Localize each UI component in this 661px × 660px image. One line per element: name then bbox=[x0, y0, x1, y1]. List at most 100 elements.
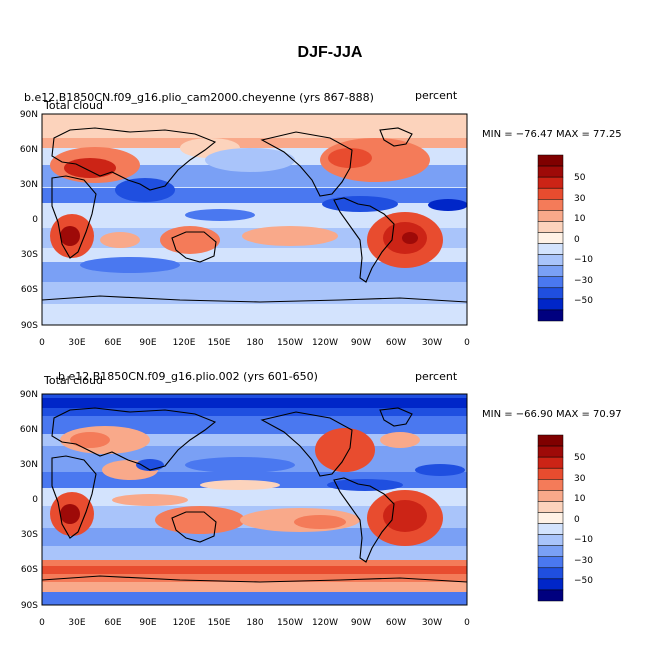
colorbar-swatch bbox=[537, 501, 564, 513]
panel-2-lon-axis: 0 30E 60E 90E 120E 150E 180 150W 120W 90… bbox=[39, 618, 470, 628]
colorbar-swatch bbox=[537, 243, 564, 255]
lat-tick-label: 60S bbox=[21, 285, 38, 295]
panel-2-field bbox=[42, 394, 467, 605]
lon-tick-label: 60W bbox=[386, 618, 406, 628]
colorbar-swatch bbox=[537, 578, 564, 591]
colorbar-swatch bbox=[537, 456, 564, 469]
colorbar-swatch bbox=[537, 199, 564, 211]
panel-2-stats: MIN = −66.90 MAX = 70.97 bbox=[482, 409, 622, 420]
lon-tick-label: 0 bbox=[39, 618, 45, 628]
colorbar-label: 50 bbox=[574, 173, 586, 183]
colorbar-swatch bbox=[537, 176, 564, 189]
colorbar-swatch bbox=[537, 556, 564, 569]
panel-1-case-label: b.e12.B1850CN.f09_g16.plio_cam2000.cheye… bbox=[24, 91, 374, 104]
colorbar-label: 50 bbox=[574, 453, 586, 463]
lat-tick-label: 30S bbox=[21, 250, 38, 260]
lat-tick-label: 60N bbox=[20, 425, 38, 435]
colorbar-label: −30 bbox=[574, 276, 593, 286]
lon-tick-label: 30W bbox=[422, 618, 442, 628]
colorbar-label: −10 bbox=[574, 255, 593, 265]
lon-tick-label: 60E bbox=[104, 618, 121, 628]
lon-tick-label: 30W bbox=[422, 338, 442, 348]
panel-2-frame bbox=[41, 393, 468, 606]
lat-tick-label: 0 bbox=[32, 215, 38, 225]
colorbar-label: 30 bbox=[574, 474, 586, 484]
lon-tick-label: 120E bbox=[173, 338, 196, 348]
panel-1-stats: MIN = −76.47 MAX = 77.25 bbox=[482, 129, 622, 140]
panel-1-units-label: percent bbox=[415, 89, 458, 102]
lon-tick-label: 180 bbox=[246, 618, 263, 628]
colorbar-swatch bbox=[537, 512, 564, 524]
colorbar-swatch bbox=[537, 165, 564, 178]
panel-2: 90N 60N 30N 0 30S 60S 90S 0 30E 60E 90E … bbox=[20, 370, 622, 628]
panel-1-lon-axis: 0 30E 60E 90E 120E 150E 180 150W 120W 90… bbox=[39, 338, 470, 348]
colorbar-swatch bbox=[537, 265, 564, 277]
panel-1-variable-label: Total cloud bbox=[43, 99, 103, 112]
colorbar-swatch bbox=[537, 221, 564, 233]
panel-2-variable-label: Total cloud bbox=[43, 374, 103, 387]
colorbar-label: 30 bbox=[574, 194, 586, 204]
colorbar-swatch bbox=[537, 254, 564, 266]
figure-title: DJF-JJA bbox=[298, 44, 363, 61]
colorbar-swatch bbox=[537, 232, 564, 244]
colorbar-label: 0 bbox=[574, 515, 580, 525]
lon-tick-label: 180 bbox=[246, 338, 263, 348]
colorbar-label: −50 bbox=[574, 296, 593, 306]
colorbar-swatch bbox=[537, 276, 564, 289]
lat-tick-label: 90S bbox=[21, 601, 38, 611]
colorbar-swatch bbox=[537, 490, 564, 502]
colorbar-label: −10 bbox=[574, 535, 593, 545]
lon-tick-label: 0 bbox=[464, 618, 470, 628]
lon-tick-label: 30E bbox=[68, 338, 85, 348]
lat-tick-label: 30S bbox=[21, 530, 38, 540]
panel-1-lat-axis: 90N 60N 30N 0 30S 60S 90S bbox=[20, 110, 38, 331]
lon-tick-label: 120E bbox=[173, 618, 196, 628]
colorbar-label: 0 bbox=[574, 235, 580, 245]
lat-tick-label: 60S bbox=[21, 565, 38, 575]
colorbar-swatch bbox=[537, 523, 564, 535]
colorbar-label: 10 bbox=[574, 214, 586, 224]
lon-tick-label: 150W bbox=[277, 338, 303, 348]
lon-tick-label: 60E bbox=[104, 338, 121, 348]
lat-tick-label: 90N bbox=[20, 390, 38, 400]
colorbar-swatch bbox=[537, 309, 564, 322]
panel-1-field bbox=[42, 114, 467, 325]
lon-tick-label: 90W bbox=[351, 338, 371, 348]
colorbar-swatch bbox=[537, 298, 564, 311]
colorbar-swatch bbox=[537, 567, 564, 580]
panel-1: 90N 60N 30N 0 30S 60S 90S 0 30E 60E 90E … bbox=[20, 89, 622, 348]
lon-tick-label: 120W bbox=[312, 338, 338, 348]
lon-tick-label: 90E bbox=[139, 618, 156, 628]
lon-tick-label: 0 bbox=[39, 338, 45, 348]
panel-2-case-label: b.e12.B1850CN.f09_g16.plio.002 (yrs 601-… bbox=[58, 370, 318, 383]
lon-tick-label: 90W bbox=[351, 618, 371, 628]
colorbar-label: 10 bbox=[574, 494, 586, 504]
lat-tick-label: 90S bbox=[21, 321, 38, 331]
lon-tick-label: 60W bbox=[386, 338, 406, 348]
lon-tick-label: 150E bbox=[208, 618, 231, 628]
colorbar-swatch bbox=[537, 287, 564, 300]
lon-tick-label: 150E bbox=[208, 338, 231, 348]
colorbar-swatch bbox=[537, 534, 564, 546]
colorbar-label: −50 bbox=[574, 576, 593, 586]
lon-tick-label: 90E bbox=[139, 338, 156, 348]
colorbar-swatch bbox=[537, 589, 564, 602]
colorbar-swatch bbox=[537, 445, 564, 458]
colorbar-swatch bbox=[537, 434, 564, 447]
lon-tick-label: 0 bbox=[464, 338, 470, 348]
colorbar-swatch bbox=[537, 210, 564, 222]
colorbar-label: −30 bbox=[574, 556, 593, 566]
colorbar-swatch bbox=[537, 467, 564, 480]
lat-tick-label: 0 bbox=[32, 495, 38, 505]
lat-tick-label: 90N bbox=[20, 110, 38, 120]
lon-tick-label: 120W bbox=[312, 618, 338, 628]
lat-tick-label: 30N bbox=[20, 460, 38, 470]
lon-tick-label: 150W bbox=[277, 618, 303, 628]
panel-2-units-label: percent bbox=[415, 370, 458, 383]
panel-2-lat-axis: 90N 60N 30N 0 30S 60S 90S bbox=[20, 390, 38, 611]
lat-tick-label: 60N bbox=[20, 145, 38, 155]
panel-2-colorbar: 50 30 10 0 −10 −30 −50 bbox=[537, 434, 593, 602]
colorbar-swatch bbox=[537, 479, 564, 491]
panel-1-colorbar: 50 30 10 0 −10 −30 −50 bbox=[537, 154, 593, 322]
